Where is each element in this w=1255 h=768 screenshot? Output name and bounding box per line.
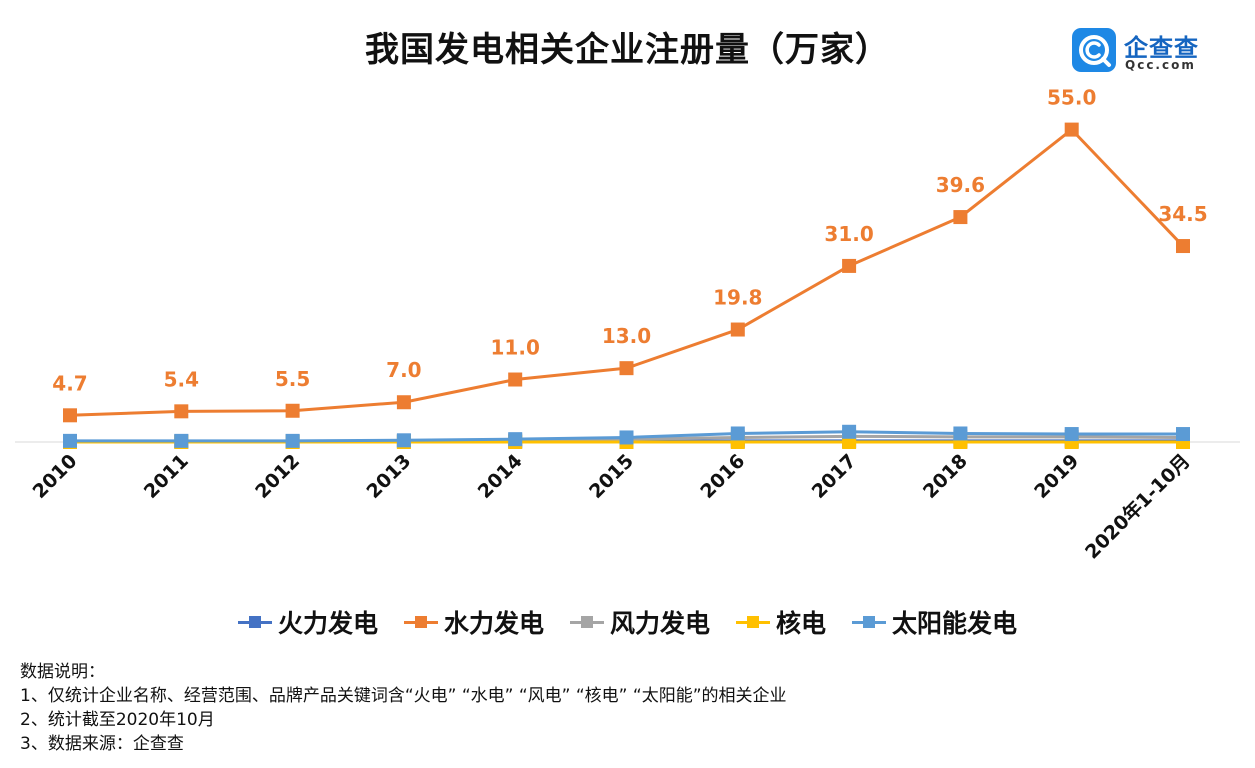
series-4-point [1064,427,1079,442]
legend-label: 水力发电 [443,609,544,638]
series-4-point [953,426,968,441]
note-line-3: 3、数据来源：企查查 [20,734,184,754]
series-1-point [174,404,189,419]
series-1-point [508,372,523,387]
series-4-point [285,433,300,448]
legend-label: 太阳能发电 [892,609,1018,638]
legend-swatch [403,615,438,628]
note-line-2: 2、统计截至2020年10月 [20,710,215,730]
series-4-point [508,432,523,447]
chart-legend: 火力发电 水力发电 风力发电 核电 太阳能发电 [0,604,1255,640]
x-tick-label: 2014 [474,450,527,503]
data-label: 19.8 [713,286,762,310]
legend-marker [580,615,593,628]
series-4-point [63,433,77,448]
x-tick-label: 2020年1-10月 [1080,449,1194,563]
legend-marker [863,615,876,628]
legend-marker [747,615,759,628]
data-label: 39.6 [936,173,985,197]
legend-marker [248,615,261,628]
note-line-1: 1、仅统计企业名称、经营范围、品牌产品关键词含“火电” “水电” “风电” “核… [20,686,787,706]
x-tick-label: 2017 [808,450,861,503]
series-1-point [953,210,968,225]
x-tick-label: 2010 [29,450,82,503]
legend-label: 火力发电 [277,609,378,638]
data-label: 31.0 [824,222,873,246]
data-label: 4.7 [52,371,87,395]
line-chart: 4.7 5.4 5.5 7.0 11.0 13.0 19.8 31.0 39.6 55.0 34.5… [15,86,1240,563]
series-4-point [619,430,634,445]
legend-label: 核电 [776,609,827,638]
logo-domain: Qcc.com [1125,58,1196,72]
data-label: 5.5 [275,367,310,391]
legend-swatch [852,615,887,628]
series-4-point [730,426,745,441]
legend-swatch [569,615,604,628]
series-1-point [1064,122,1079,137]
series-4-point [1176,427,1190,442]
legend-item: 核电 [736,604,826,640]
x-tick-label: 2012 [251,450,304,503]
chart-title: 我国发电相关企业注册量（万家） [365,30,890,70]
data-label: 7.0 [386,358,421,382]
legend-item: 水力发电 [403,604,544,640]
legend-label: 风力发电 [609,609,710,638]
data-label: 34.5 [1158,202,1207,226]
data-label: 5.4 [164,367,199,391]
legend-item: 风力发电 [569,604,710,640]
data-label: 55.0 [1047,86,1096,110]
data-label: 13.0 [602,324,651,348]
legend-item: 火力发电 [237,604,378,640]
data-label: 11.0 [491,336,540,360]
series-1-point [842,258,857,273]
series-4-point [396,433,411,448]
qcc-logo: 企查查 Qcc.com [1072,28,1222,76]
series-4-point [842,424,857,439]
x-tick-label: 2019 [1030,450,1083,503]
logo-name: 企查查 [1124,34,1199,62]
x-tick-label: 2018 [919,450,972,503]
legend-item: 太阳能发电 [852,604,1017,640]
qcc-logo-icon [1072,28,1116,72]
series-1-point [396,395,411,410]
x-tick-label: 2011 [140,450,193,503]
legend-swatch [237,615,272,628]
legend-marker [414,615,427,628]
series-1-point [619,361,634,376]
x-tick-label: 2013 [362,450,415,503]
series-4-point [174,433,189,448]
series-1-point [285,403,300,418]
series-1-point [63,408,77,423]
x-tick-label: 2015 [585,450,638,503]
data-notes: 数据说明： 1、仅统计企业名称、经营范围、品牌产品关键词含“火电” “水电” “… [20,660,787,756]
x-tick-label: 2016 [696,450,749,503]
series-1-point [1176,239,1190,254]
legend-swatch [736,615,770,628]
series-1-point [730,322,745,337]
notes-heading: 数据说明： [20,662,105,682]
